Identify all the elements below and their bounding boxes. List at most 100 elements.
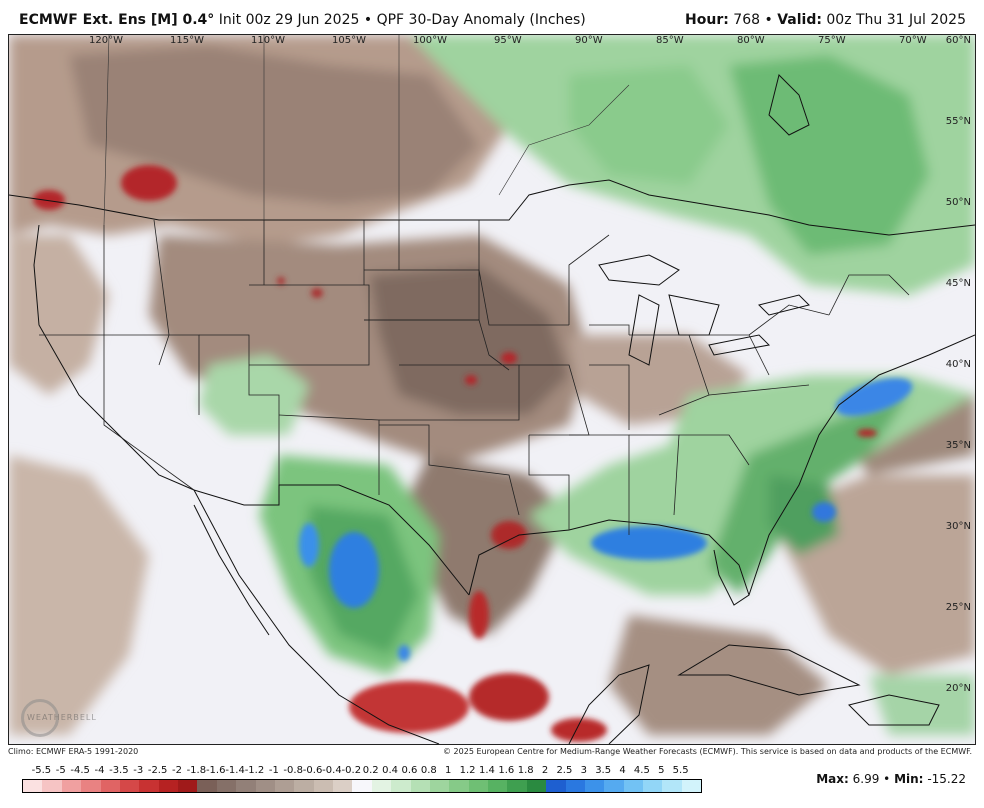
legend-tick-label: 5.5 bbox=[672, 765, 689, 776]
canada-provinces bbox=[103, 35, 630, 226]
longitude-label: 85°W bbox=[656, 35, 684, 46]
legend-swatch bbox=[391, 780, 411, 792]
legend-tick-label: 2 bbox=[541, 765, 549, 776]
legend-swatch bbox=[468, 780, 488, 792]
init-time: Init 00z 29 Jun 2025 bbox=[218, 12, 360, 28]
legend-swatch bbox=[584, 780, 605, 792]
longitude-label: 120°W bbox=[89, 35, 123, 46]
legend-tick-label: -1.8 bbox=[186, 765, 207, 776]
legend-swatch bbox=[662, 780, 682, 792]
state-boundaries bbox=[39, 219, 910, 535]
product-name: QPF 30-Day Anomaly (Inches) bbox=[376, 12, 586, 28]
legend-swatch bbox=[274, 780, 295, 792]
legend-swatch bbox=[565, 780, 585, 792]
legend-swatch bbox=[352, 780, 372, 792]
legend-tick-label: -4 bbox=[94, 765, 105, 776]
latitude-label: 45°N bbox=[945, 278, 971, 289]
title-bullet: • bbox=[363, 12, 373, 28]
legend-swatch bbox=[178, 780, 198, 792]
legend-tick-label: 1.4 bbox=[478, 765, 495, 776]
min-value: -15.22 bbox=[927, 772, 966, 786]
legend-tick-label: -1.6 bbox=[205, 765, 226, 776]
longitude-label: 110°W bbox=[251, 35, 285, 46]
legend-swatch bbox=[488, 780, 508, 792]
legend-swatch bbox=[604, 780, 624, 792]
anomaly-map: 120°W 115°W 110°W 105°W 100°W 95°W 90°W 85°W 80°… bbox=[8, 34, 976, 745]
color-legend: -5.5 -5 -4.5 -4 -3.5 -3 -2.5 -2 -1.8 -1.6 -1.4 -1.2… bbox=[22, 765, 702, 795]
legend-labels: -5.5 -5 -4.5 -4 -3.5 -3 -2.5 -2 -1.8 -1.6 -1.4 -1.2… bbox=[22, 765, 702, 777]
legend-swatch bbox=[236, 780, 256, 792]
max-label: Max: bbox=[816, 772, 849, 786]
longitude-label: 75°W bbox=[818, 35, 846, 46]
longitude-label: 90°W bbox=[575, 35, 603, 46]
latitude-label: 50°N bbox=[945, 197, 971, 208]
credits: Climo: ECMWF ERA-5 1991-2020 © 2025 Euro… bbox=[8, 746, 976, 758]
legend-swatch bbox=[429, 780, 450, 792]
legend-swatch bbox=[23, 780, 43, 792]
legend-tick-label: -1 bbox=[268, 765, 279, 776]
legend-tick-label: 3.5 bbox=[595, 765, 612, 776]
latitude-label: 55°N bbox=[945, 116, 971, 127]
legend-swatch bbox=[643, 780, 663, 792]
legend-swatch bbox=[410, 780, 430, 792]
legend-tick-label: 1 bbox=[444, 765, 452, 776]
legend-swatch bbox=[294, 780, 314, 792]
valid-value: 00z Thu 31 Jul 2025 bbox=[826, 12, 966, 28]
latitude-label: 25°N bbox=[945, 602, 971, 613]
legend-tick-label: -2 bbox=[171, 765, 182, 776]
latitude-label: 30°N bbox=[945, 521, 971, 532]
legend-tick-label: 1.6 bbox=[498, 765, 515, 776]
legend-swatch bbox=[61, 780, 82, 792]
legend-swatch bbox=[546, 780, 566, 792]
legend-swatch bbox=[216, 780, 237, 792]
legend-swatch bbox=[81, 780, 101, 792]
legend-swatch bbox=[313, 780, 333, 792]
legend-tick-label: 0.8 bbox=[420, 765, 437, 776]
legend-swatch bbox=[623, 780, 643, 792]
legend-tick-label: 4.5 bbox=[633, 765, 650, 776]
legend-tick-label: 4 bbox=[619, 765, 626, 776]
longitude-label: 80°W bbox=[737, 35, 765, 46]
legend-swatch bbox=[119, 780, 140, 792]
legend-swatch bbox=[255, 780, 275, 792]
model-name: ECMWF Ext. Ens [M] 0.4 bbox=[19, 12, 208, 28]
copyright-credit: © 2025 European Centre for Medium-Range … bbox=[443, 747, 972, 756]
legend-swatch bbox=[371, 780, 392, 792]
legend-tick-label: -3.5 bbox=[109, 765, 129, 776]
map-svg bbox=[9, 35, 975, 744]
legend-tick-label: -1.2 bbox=[244, 765, 265, 776]
logo-text: WEATHERBELL bbox=[27, 713, 97, 722]
legend-tick-label: -5.5 bbox=[31, 765, 52, 776]
climo-credit: Climo: ECMWF ERA-5 1991-2020 bbox=[8, 747, 139, 756]
hour-value: 768 bbox=[733, 12, 761, 28]
logo-ring bbox=[21, 699, 59, 737]
legend-tick-label: 0.2 bbox=[362, 765, 379, 776]
legend-tick-label: -0.4 bbox=[322, 765, 342, 776]
legend-swatch bbox=[526, 780, 547, 792]
legend-tick-label: 1.8 bbox=[517, 765, 534, 776]
legend-tick-label: 1.2 bbox=[459, 765, 476, 776]
hour-label: Hour: bbox=[685, 12, 729, 28]
legend-swatch bbox=[449, 780, 469, 792]
valid-label: Valid: bbox=[777, 12, 822, 28]
legend-tick-label: 5 bbox=[658, 765, 665, 776]
legend-tick-label: 2.5 bbox=[556, 765, 573, 776]
legend-tick-label: 0.6 bbox=[401, 765, 418, 776]
latitude-label: 20°N bbox=[945, 683, 971, 694]
legend-tick-label: -0.2 bbox=[341, 765, 362, 776]
legend-tick-label: 0.4 bbox=[382, 765, 398, 776]
coastlines-and-borders bbox=[9, 74, 975, 744]
legend-bar bbox=[22, 779, 702, 793]
legend-tick-label: -1.4 bbox=[225, 765, 245, 776]
legend-tick-label: -0.6 bbox=[302, 765, 323, 776]
anomaly-extremes bbox=[33, 165, 913, 742]
valid-info: Hour: 768 • Valid: 00z Thu 31 Jul 2025 bbox=[685, 12, 966, 28]
legend-swatch bbox=[42, 780, 62, 792]
min-label: Min: bbox=[894, 772, 924, 786]
max-min-summary: Max: 6.99 • Min: -15.22 bbox=[816, 772, 966, 786]
legend-tick-label: -5 bbox=[55, 765, 66, 776]
weatherbell-logo: WEATHERBELL bbox=[15, 695, 107, 741]
valid-bullet: • bbox=[764, 12, 773, 28]
longitude-label: 95°W bbox=[494, 35, 522, 46]
longitude-label: 100°W bbox=[413, 35, 447, 46]
